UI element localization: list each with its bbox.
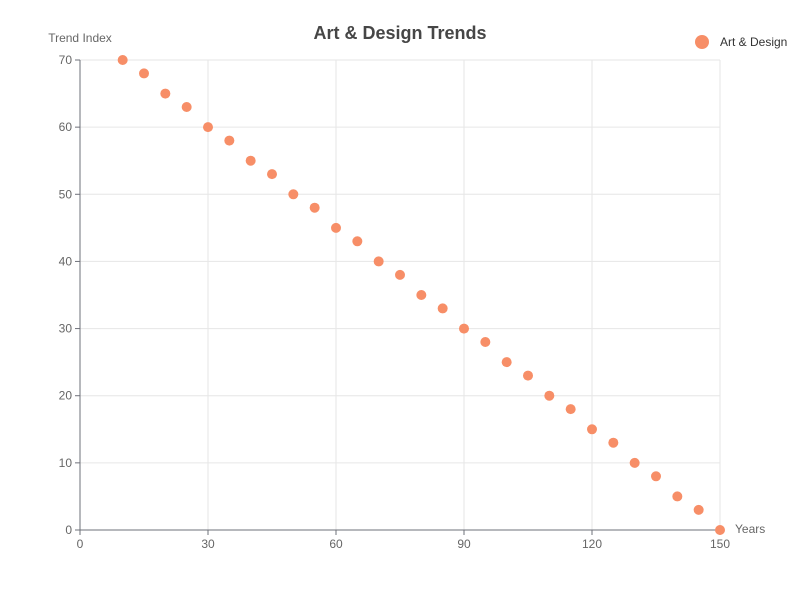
data-point <box>608 437 619 448</box>
data-point <box>160 88 171 99</box>
data-point <box>501 357 512 368</box>
data-point <box>117 55 128 65</box>
data-point <box>544 390 555 401</box>
y-axis-label: Trend Index <box>48 31 112 45</box>
data-point <box>395 269 405 280</box>
legend[interactable]: Art & Design <box>695 35 787 49</box>
legend-label: Art & Design <box>720 35 787 49</box>
data-point <box>288 189 299 200</box>
x-tick-label: 150 <box>710 537 730 551</box>
y-tick-label: 40 <box>59 254 73 268</box>
data-point <box>715 525 725 535</box>
data-point <box>352 236 363 247</box>
data-point <box>651 471 661 482</box>
data-point <box>309 202 320 213</box>
data-point <box>587 424 597 435</box>
data-point <box>480 337 491 347</box>
axes <box>75 59 721 535</box>
data-point <box>181 102 192 112</box>
y-tick-label: 20 <box>59 389 73 403</box>
data-point <box>331 222 341 233</box>
data-point <box>459 323 469 334</box>
grid <box>80 59 721 530</box>
data-point <box>373 256 384 267</box>
y-tick-label: 50 <box>59 187 73 201</box>
data-point <box>224 135 235 146</box>
data-point <box>245 155 256 166</box>
y-tick-label: 70 <box>59 53 73 67</box>
legend-marker <box>695 35 709 49</box>
data-point <box>203 122 213 133</box>
x-axis-label: Years <box>735 522 765 536</box>
data-point <box>672 491 683 502</box>
data-point <box>629 457 640 468</box>
x-tick-label: 120 <box>582 537 602 551</box>
data-point <box>523 370 533 381</box>
data-points <box>117 55 725 535</box>
y-tick-label: 0 <box>65 523 72 537</box>
data-point <box>139 68 149 79</box>
y-tick-label: 10 <box>59 456 73 470</box>
x-tick-label: 90 <box>457 537 471 551</box>
x-tick-label: 0 <box>77 537 84 551</box>
chart-title: Art & Design Trends <box>313 23 486 43</box>
y-tick-label: 60 <box>59 120 73 134</box>
data-point <box>437 303 448 314</box>
x-tick-label: 60 <box>329 537 343 551</box>
tick-labels: 0 30 60 90 120 150 0 10 20 30 40 50 60 70 <box>59 53 731 551</box>
y-tick-label: 30 <box>59 322 73 336</box>
data-point <box>693 504 704 515</box>
x-tick-label: 30 <box>201 537 215 551</box>
data-point <box>416 290 427 300</box>
data-point <box>565 404 576 415</box>
data-point <box>267 169 277 180</box>
